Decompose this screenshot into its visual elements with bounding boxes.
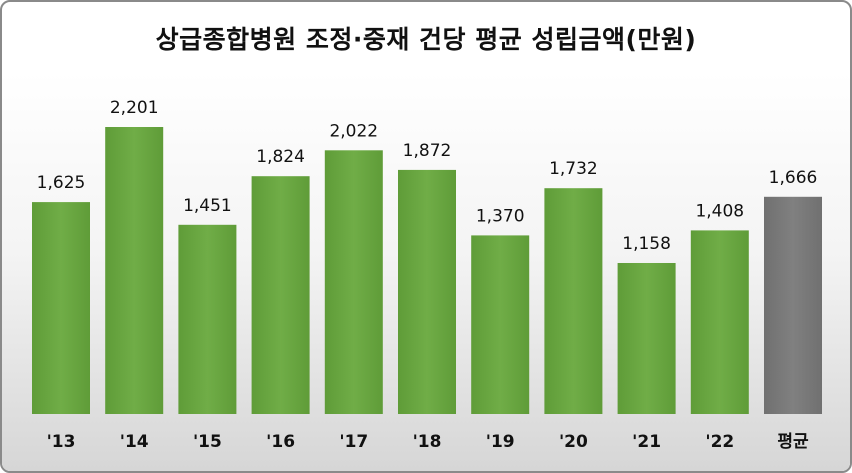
value-label-9: 1,408 xyxy=(695,201,744,221)
value-label-1: 2,201 xyxy=(110,98,159,118)
bar-6 xyxy=(471,235,530,414)
value-label-6: 1,370 xyxy=(476,206,525,226)
category-label-9: '22 xyxy=(705,432,734,452)
category-label-8: '21 xyxy=(632,432,661,452)
category-label-5: '18 xyxy=(413,432,442,452)
bar-average xyxy=(764,196,822,414)
bar-7 xyxy=(544,188,603,414)
category-label-3: '16 xyxy=(266,432,295,452)
value-label-8: 1,158 xyxy=(622,234,671,254)
bar-3 xyxy=(251,176,310,414)
value-label-7: 1,732 xyxy=(549,159,598,179)
bar-1 xyxy=(105,127,164,414)
category-label-4: '17 xyxy=(339,432,368,452)
category-label-2: '15 xyxy=(193,432,222,452)
bar-9 xyxy=(690,230,749,414)
chart-title: 상급종합병원 조정·중재 건당 평균 성립금액(만원) xyxy=(155,25,697,54)
bar-4 xyxy=(324,150,383,415)
category-label-6: '19 xyxy=(486,432,515,452)
category-label-10: 평균 xyxy=(777,432,809,452)
bar-8 xyxy=(617,263,676,414)
category-label-1: '14 xyxy=(120,432,149,452)
category-label-7: '20 xyxy=(559,432,588,452)
value-label-10: 1,666 xyxy=(769,168,818,188)
value-label-4: 2,022 xyxy=(329,121,378,141)
value-label-3: 1,824 xyxy=(256,147,305,167)
bar-5 xyxy=(398,169,456,414)
value-label-2: 1,451 xyxy=(183,196,232,216)
bar-2 xyxy=(178,224,237,414)
value-label-5: 1,872 xyxy=(403,141,452,161)
bar-0 xyxy=(32,202,90,414)
value-label-0: 1,625 xyxy=(37,173,86,193)
category-label-0: '13 xyxy=(47,432,76,452)
